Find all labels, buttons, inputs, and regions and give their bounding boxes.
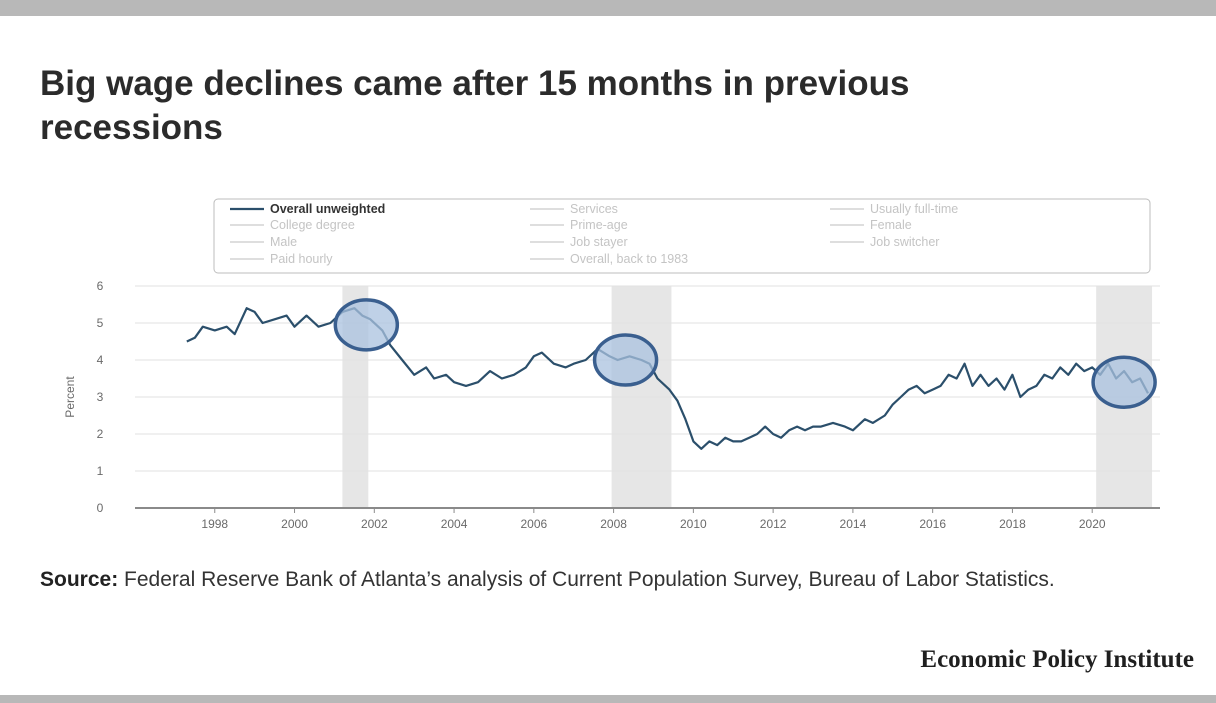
axes: 0 1 2 3 4 5 6 1998 2000 2002 2004 2006 2008 2010 2012 2… (63, 279, 1160, 531)
legend-label: Paid hourly (270, 252, 333, 266)
x-tick-label: 2006 (520, 517, 547, 531)
chart-area: 0 1 2 3 4 5 6 1998 2000 2002 2004 2006 2008 2010 2012 2… (40, 186, 1170, 540)
x-tick-label: 2014 (840, 517, 867, 531)
x-tick-label: 2000 (281, 517, 308, 531)
legend-label: Female (870, 218, 912, 232)
legend-label: Usually full-time (870, 202, 958, 216)
x-tick-label: 2012 (760, 517, 787, 531)
legend-label: Job switcher (870, 235, 939, 249)
highlight-circle-3 (1091, 355, 1157, 409)
legend-label: Male (270, 235, 297, 249)
y-tick-label: 1 (97, 464, 104, 478)
y-tick-label: 3 (97, 390, 104, 404)
legend: Overall unweighted Services Usually full-t… (213, 198, 1151, 274)
legend-label: Overall unweighted (270, 202, 385, 216)
brand-logo-text: Economic Policy Institute (920, 646, 1194, 673)
legend-label: Overall, back to 1983 (570, 252, 688, 266)
x-tick-label: 2008 (600, 517, 627, 531)
legend-label: Services (570, 202, 618, 216)
highlight-circle-2 (592, 333, 659, 387)
highlight-circles (333, 298, 1157, 409)
x-tick-label: 2020 (1079, 517, 1106, 531)
x-tick-label: 2002 (361, 517, 388, 531)
y-tick-label: 2 (97, 427, 104, 441)
source-note: Source: Federal Reserve Bank of Atlanta’… (40, 565, 1160, 595)
legend-label: College degree (270, 218, 355, 232)
y-axis-label: Percent (63, 376, 77, 418)
x-tick-label: 2018 (999, 517, 1026, 531)
legend-label: Job stayer (570, 235, 628, 249)
chart-title: Big wage declines came after 15 months i… (40, 64, 910, 147)
x-tick-label: 2010 (680, 517, 707, 531)
source-label: Source: (40, 568, 119, 591)
top-border-bar (0, 0, 1216, 16)
legend-box (213, 198, 1151, 274)
x-tick-label: 2016 (919, 517, 946, 531)
y-tick-label: 5 (97, 316, 104, 330)
bottom-border-bar (0, 695, 1216, 703)
line-chart: 0 1 2 3 4 5 6 1998 2000 2002 2004 2006 2008 2010 2012 2… (63, 198, 1160, 531)
highlight-circle-1 (333, 298, 400, 352)
x-tick-label: 1998 (201, 517, 228, 531)
x-tick-label: 2004 (441, 517, 468, 531)
y-tick-label: 6 (97, 279, 104, 293)
y-tick-label: 4 (97, 353, 104, 367)
legend-label: Prime-age (570, 218, 628, 232)
y-tick-label: 0 (97, 501, 104, 515)
source-text: Federal Reserve Bank of Atlanta’s analys… (124, 568, 1055, 591)
